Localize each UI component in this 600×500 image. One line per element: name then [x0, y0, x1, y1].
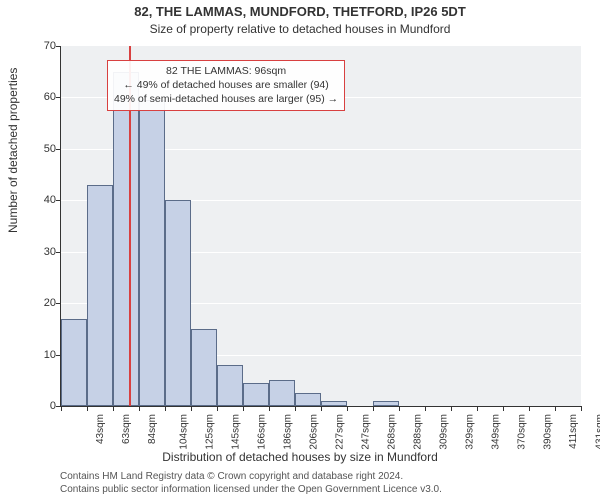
- x-axis-label: Distribution of detached houses by size …: [0, 450, 600, 464]
- xtick-label: 186sqm: [283, 414, 294, 450]
- xtick-label: 309sqm: [439, 414, 450, 450]
- histogram-bar: [113, 72, 139, 406]
- chart-title: 82, THE LAMMAS, MUNDFORD, THETFORD, IP26…: [0, 4, 600, 19]
- xtick-mark: [477, 406, 478, 411]
- xtick-label: 104sqm: [179, 414, 190, 450]
- xtick-mark: [113, 406, 114, 411]
- xtick-mark: [581, 406, 582, 411]
- xtick-mark: [503, 406, 504, 411]
- xtick-label: 370sqm: [517, 414, 528, 450]
- ytick-mark: [56, 97, 61, 98]
- xtick-label: 268sqm: [387, 414, 398, 450]
- xtick-label: 125sqm: [205, 414, 216, 450]
- xtick-label: 63sqm: [121, 414, 132, 444]
- histogram-bar: [243, 383, 269, 406]
- histogram-bar: [295, 393, 321, 406]
- xtick-label: 390sqm: [543, 414, 554, 450]
- histogram-bar: [165, 200, 191, 406]
- ytick-mark: [56, 200, 61, 201]
- ytick-label: 40: [28, 194, 56, 206]
- xtick-mark: [425, 406, 426, 411]
- y-axis-label: Number of detached properties: [6, 68, 20, 233]
- xtick-mark: [321, 406, 322, 411]
- xtick-label: 84sqm: [147, 414, 158, 444]
- annotation-line-1: 82 THE LAMMAS: 96sqm: [114, 64, 338, 78]
- xtick-label: 145sqm: [231, 414, 242, 450]
- xtick-label: 166sqm: [257, 414, 268, 450]
- xtick-label: 227sqm: [335, 414, 346, 450]
- xtick-label: 349sqm: [491, 414, 502, 450]
- histogram-bar: [61, 319, 87, 406]
- xtick-mark: [191, 406, 192, 411]
- license-line-2: Contains public sector information licen…: [60, 483, 442, 496]
- xtick-mark: [243, 406, 244, 411]
- ytick-mark: [56, 149, 61, 150]
- ytick-label: 20: [28, 297, 56, 309]
- xtick-mark: [555, 406, 556, 411]
- ytick-label: 50: [28, 143, 56, 155]
- chart-container: 82, THE LAMMAS, MUNDFORD, THETFORD, IP26…: [0, 0, 600, 500]
- annotation-box: 82 THE LAMMAS: 96sqm← 49% of detached ho…: [107, 60, 345, 111]
- xtick-label: 43sqm: [95, 414, 106, 444]
- xtick-mark: [165, 406, 166, 411]
- xtick-label: 329sqm: [465, 414, 476, 450]
- xtick-mark: [399, 406, 400, 411]
- histogram-bar: [139, 100, 165, 406]
- ytick-label: 0: [28, 400, 56, 412]
- xtick-mark: [269, 406, 270, 411]
- ytick-label: 30: [28, 246, 56, 258]
- xtick-mark: [139, 406, 140, 411]
- histogram-bar: [269, 380, 295, 406]
- plot-area: 01020304050607043sqm63sqm84sqm104sqm125s…: [60, 46, 581, 407]
- ytick-label: 10: [28, 349, 56, 361]
- xtick-mark: [217, 406, 218, 411]
- ytick-mark: [56, 252, 61, 253]
- license-text: Contains HM Land Registry data © Crown c…: [60, 470, 442, 496]
- xtick-mark: [529, 406, 530, 411]
- xtick-label: 431sqm: [595, 414, 600, 450]
- histogram-bar: [87, 185, 113, 406]
- annotation-line-2: ← 49% of detached houses are smaller (94…: [114, 78, 338, 92]
- histogram-bar: [217, 365, 243, 406]
- xtick-mark: [373, 406, 374, 411]
- ytick-mark: [56, 46, 61, 47]
- xtick-mark: [87, 406, 88, 411]
- chart-subtitle: Size of property relative to detached ho…: [0, 22, 600, 36]
- xtick-mark: [295, 406, 296, 411]
- license-line-1: Contains HM Land Registry data © Crown c…: [60, 470, 442, 483]
- xtick-label: 288sqm: [413, 414, 424, 450]
- xtick-mark: [61, 406, 62, 411]
- histogram-bar: [191, 329, 217, 406]
- histogram-bar: [321, 401, 347, 406]
- xtick-label: 411sqm: [568, 414, 579, 449]
- histogram-bar: [373, 401, 399, 406]
- ytick-mark: [56, 303, 61, 304]
- xtick-mark: [347, 406, 348, 411]
- ytick-label: 70: [28, 40, 56, 52]
- xtick-label: 247sqm: [361, 414, 372, 450]
- ytick-label: 60: [28, 91, 56, 103]
- xtick-mark: [451, 406, 452, 411]
- xtick-label: 206sqm: [309, 414, 320, 450]
- annotation-line-3: 49% of semi-detached houses are larger (…: [114, 92, 338, 106]
